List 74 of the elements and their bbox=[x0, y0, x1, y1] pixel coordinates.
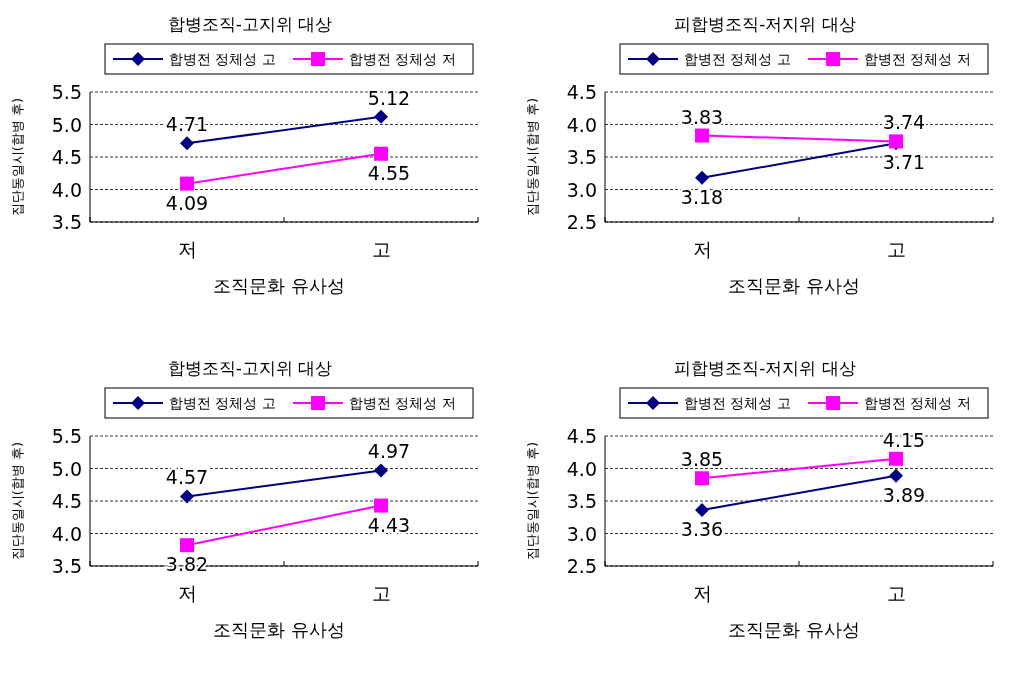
y-tick-label: 2.5 bbox=[566, 211, 597, 233]
x-tick-label: 저 bbox=[177, 238, 197, 260]
x-axis-title: 조직문화 유사성 bbox=[213, 275, 345, 296]
x-tick-label: 고 bbox=[371, 238, 391, 260]
y-tick-label: 3.0 bbox=[566, 178, 597, 201]
y-tick-label: 3.5 bbox=[566, 146, 597, 168]
y-tick-label: 5.5 bbox=[51, 425, 82, 447]
point bbox=[180, 176, 194, 191]
data-label: 3.83 bbox=[680, 105, 724, 128]
chart-title: 피합병조직-저지위 대상 bbox=[674, 358, 856, 378]
point bbox=[180, 538, 194, 553]
y-tick-label: 2.5 bbox=[566, 555, 597, 577]
data-label: 4.09 bbox=[165, 191, 209, 214]
legend-label: 합병전 정체성 고 bbox=[684, 51, 791, 67]
legend-label: 합병전 정체성 고 bbox=[169, 395, 276, 411]
data-label: 3.71 bbox=[882, 151, 926, 174]
x-tick-label: 고 bbox=[886, 238, 906, 260]
x-axis-title: 조직문화 유사성 bbox=[728, 619, 860, 640]
point bbox=[889, 451, 903, 466]
legend-label: 합병전 정체성 저 bbox=[864, 51, 971, 67]
point bbox=[695, 128, 709, 143]
y-tick-label: 5.0 bbox=[51, 457, 82, 480]
data-label: 4.55 bbox=[367, 161, 411, 184]
point bbox=[695, 170, 709, 185]
x-tick-label: 고 bbox=[886, 582, 906, 604]
data-label: 4.15 bbox=[882, 428, 926, 451]
y-axis-title: 집단동일시(합병 후) bbox=[525, 97, 540, 217]
chart-title: 피합병조직-저지위 대상 bbox=[674, 14, 856, 34]
x-tick-label: 저 bbox=[692, 238, 712, 260]
y-tick-label: 3.0 bbox=[566, 522, 597, 545]
y-axis-title: 집단동일시(합병 후) bbox=[10, 441, 25, 561]
point bbox=[695, 471, 709, 486]
x-tick-label: 저 bbox=[692, 582, 712, 604]
y-tick-label: 4.0 bbox=[51, 178, 82, 201]
x-tick-label: 저 bbox=[177, 582, 197, 604]
data-label: 3.89 bbox=[882, 483, 926, 506]
legend-label: 합병전 정체성 고 bbox=[169, 51, 276, 67]
y-tick-label: 3.5 bbox=[51, 211, 82, 233]
legend-label: 합병전 정체성 고 bbox=[684, 395, 791, 411]
point bbox=[180, 136, 194, 151]
y-tick-label: 4.5 bbox=[51, 146, 82, 168]
x-axis-title: 조직문화 유사성 bbox=[213, 619, 345, 640]
data-label: 3.85 bbox=[680, 448, 724, 471]
point bbox=[180, 489, 194, 504]
y-tick-label: 3.5 bbox=[51, 555, 82, 577]
chart-title: 합병조직-고지위 대상 bbox=[167, 14, 333, 34]
y-tick-label: 4.0 bbox=[566, 113, 597, 136]
y-tick-label: 4.5 bbox=[566, 81, 597, 103]
y-tick-label: 4.5 bbox=[566, 425, 597, 447]
y-tick-label: 4.0 bbox=[566, 457, 597, 480]
y-tick-label: 5.5 bbox=[51, 81, 82, 103]
x-axis-title: 조직문화 유사성 bbox=[728, 275, 860, 296]
point bbox=[889, 468, 903, 483]
point bbox=[374, 498, 388, 513]
data-label: 5.12 bbox=[367, 86, 411, 109]
legend-label: 합병전 정체성 저 bbox=[349, 395, 456, 411]
data-label: 4.97 bbox=[367, 440, 411, 463]
legend-label: 합병전 정체성 저 bbox=[864, 395, 971, 411]
chart-title: 합병조직-고지위 대상 bbox=[167, 358, 333, 378]
y-tick-label: 5.0 bbox=[51, 113, 82, 136]
point bbox=[695, 503, 709, 518]
data-label: 4.43 bbox=[367, 513, 411, 536]
point bbox=[374, 463, 388, 478]
y-tick-label: 3.5 bbox=[566, 490, 597, 512]
y-tick-label: 4.5 bbox=[51, 490, 82, 512]
legend-label: 합병전 정체성 저 bbox=[349, 51, 456, 67]
y-axis-title: 집단동일시(합병 후) bbox=[10, 97, 25, 217]
y-axis-title: 집단동일시(합병 후) bbox=[525, 441, 540, 561]
x-tick-label: 고 bbox=[371, 582, 391, 604]
data-label: 3.18 bbox=[680, 185, 724, 208]
point bbox=[374, 146, 388, 161]
y-tick-label: 4.0 bbox=[51, 522, 82, 545]
point bbox=[374, 109, 388, 124]
data-label: 4.57 bbox=[165, 466, 209, 489]
